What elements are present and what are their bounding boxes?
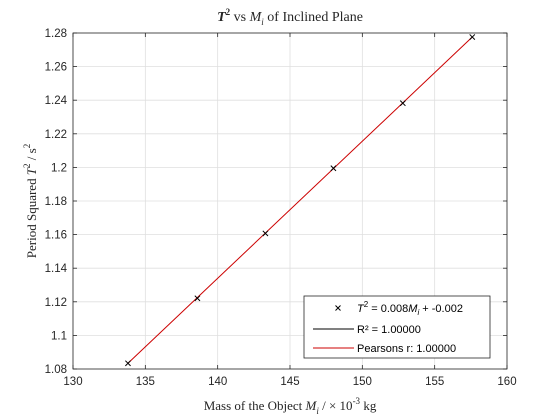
x-tick-label: 130 [63,376,82,388]
data-point-marker [262,230,269,237]
x-tick-marks [72,33,508,369]
x-tick-labels: 130 135 140 145 150 155 160 [63,376,516,388]
marker-layer [125,34,476,367]
xlabel-part1: Mass of the Object [204,398,306,413]
ylabel-unit-sup: 2 [22,144,32,149]
y-tick-label: 1.14 [45,263,68,275]
y-tick-label: 1.1 [51,330,67,342]
y-axis-label: Period Squared T2 / s2 [22,144,39,258]
y-tick-labels: 1.08 1.1 1.12 1.14 1.16 1.18 1.2 1.22 1.24 1.26 1.… [45,28,68,376]
legend-eq-mid: = 0.008 [368,303,408,315]
title-t: T [217,10,227,25]
xlabel-exp: -3 [353,396,361,406]
fit-line-layer [127,36,473,364]
y-tick-label: 1.26 [45,62,67,74]
legend-entry-r2: R² = 1.00000 [313,324,421,336]
chart-title: T2 vs Mi of Inclined Plane [217,7,363,27]
x-tick-label: 150 [353,376,372,388]
legend-label-r2: R² = 1.00000 [357,324,421,336]
legend-eq-suffix: + -0.002 [419,303,463,315]
ylabel-part1: Period Squared [24,175,39,258]
y-tick-label: 1.22 [45,129,67,141]
title-m-sub: i [261,17,264,27]
x-tick-label: 155 [425,376,444,388]
ylabel-unit: / s [24,148,39,163]
ylabel-t-sup: 2 [22,163,32,168]
title-rest: of Inclined Plane [264,10,363,25]
legend-eq-m-sub: i [417,308,419,317]
data-point-marker [399,100,406,107]
legend-marker-x [335,305,341,311]
title-t-sup: 2 [226,7,231,17]
xlabel-unit: / × 10 [319,398,353,413]
x-tick-label: 135 [136,376,155,388]
xlabel-m: M [305,398,318,413]
x-axis-label: Mass of the Object Mi / × 10-3 kg [204,396,377,416]
y-tick-marks [73,32,507,370]
y-tick-label: 1.2 [51,162,67,174]
xlabel-m-sub: i [316,406,319,416]
legend-eq-t-sup: 2 [364,300,369,309]
xlabel-kg: kg [360,398,377,413]
title-m: M [249,10,263,25]
legend-label-equation: T2 = 0.008Mi + -0.002 [357,300,463,317]
data-point-marker [125,360,131,367]
y-tick-label: 1.08 [45,364,67,376]
y-tick-label: 1.18 [45,196,67,208]
y-tick-label: 1.28 [45,28,67,40]
legend-eq-m: M [408,303,418,315]
x-tick-label: 160 [497,376,516,388]
legend-eq-t: T [357,303,365,315]
data-point-marker [194,295,201,302]
legend: T2 = 0.008Mi + -0.002 R² = 1.00000 Pears… [303,295,491,359]
legend-entry-fit-equation: T2 = 0.008Mi + -0.002 [335,300,463,317]
ylabel-t: T [24,167,39,175]
legend-label-pearson: Pearsons r: 1.00000 [357,343,456,355]
y-tick-label: 1.16 [45,230,67,242]
data-point-marker [330,165,337,172]
y-tick-label: 1.24 [45,95,68,107]
x-tick-label: 145 [280,376,299,388]
y-tick-label: 1.12 [45,297,67,309]
data-point-marker [469,34,476,40]
legend-entry-pearson: Pearsons r: 1.00000 [313,343,456,355]
x-tick-label: 140 [208,376,227,388]
fit-line [127,36,473,364]
title-vs: vs [230,10,249,25]
